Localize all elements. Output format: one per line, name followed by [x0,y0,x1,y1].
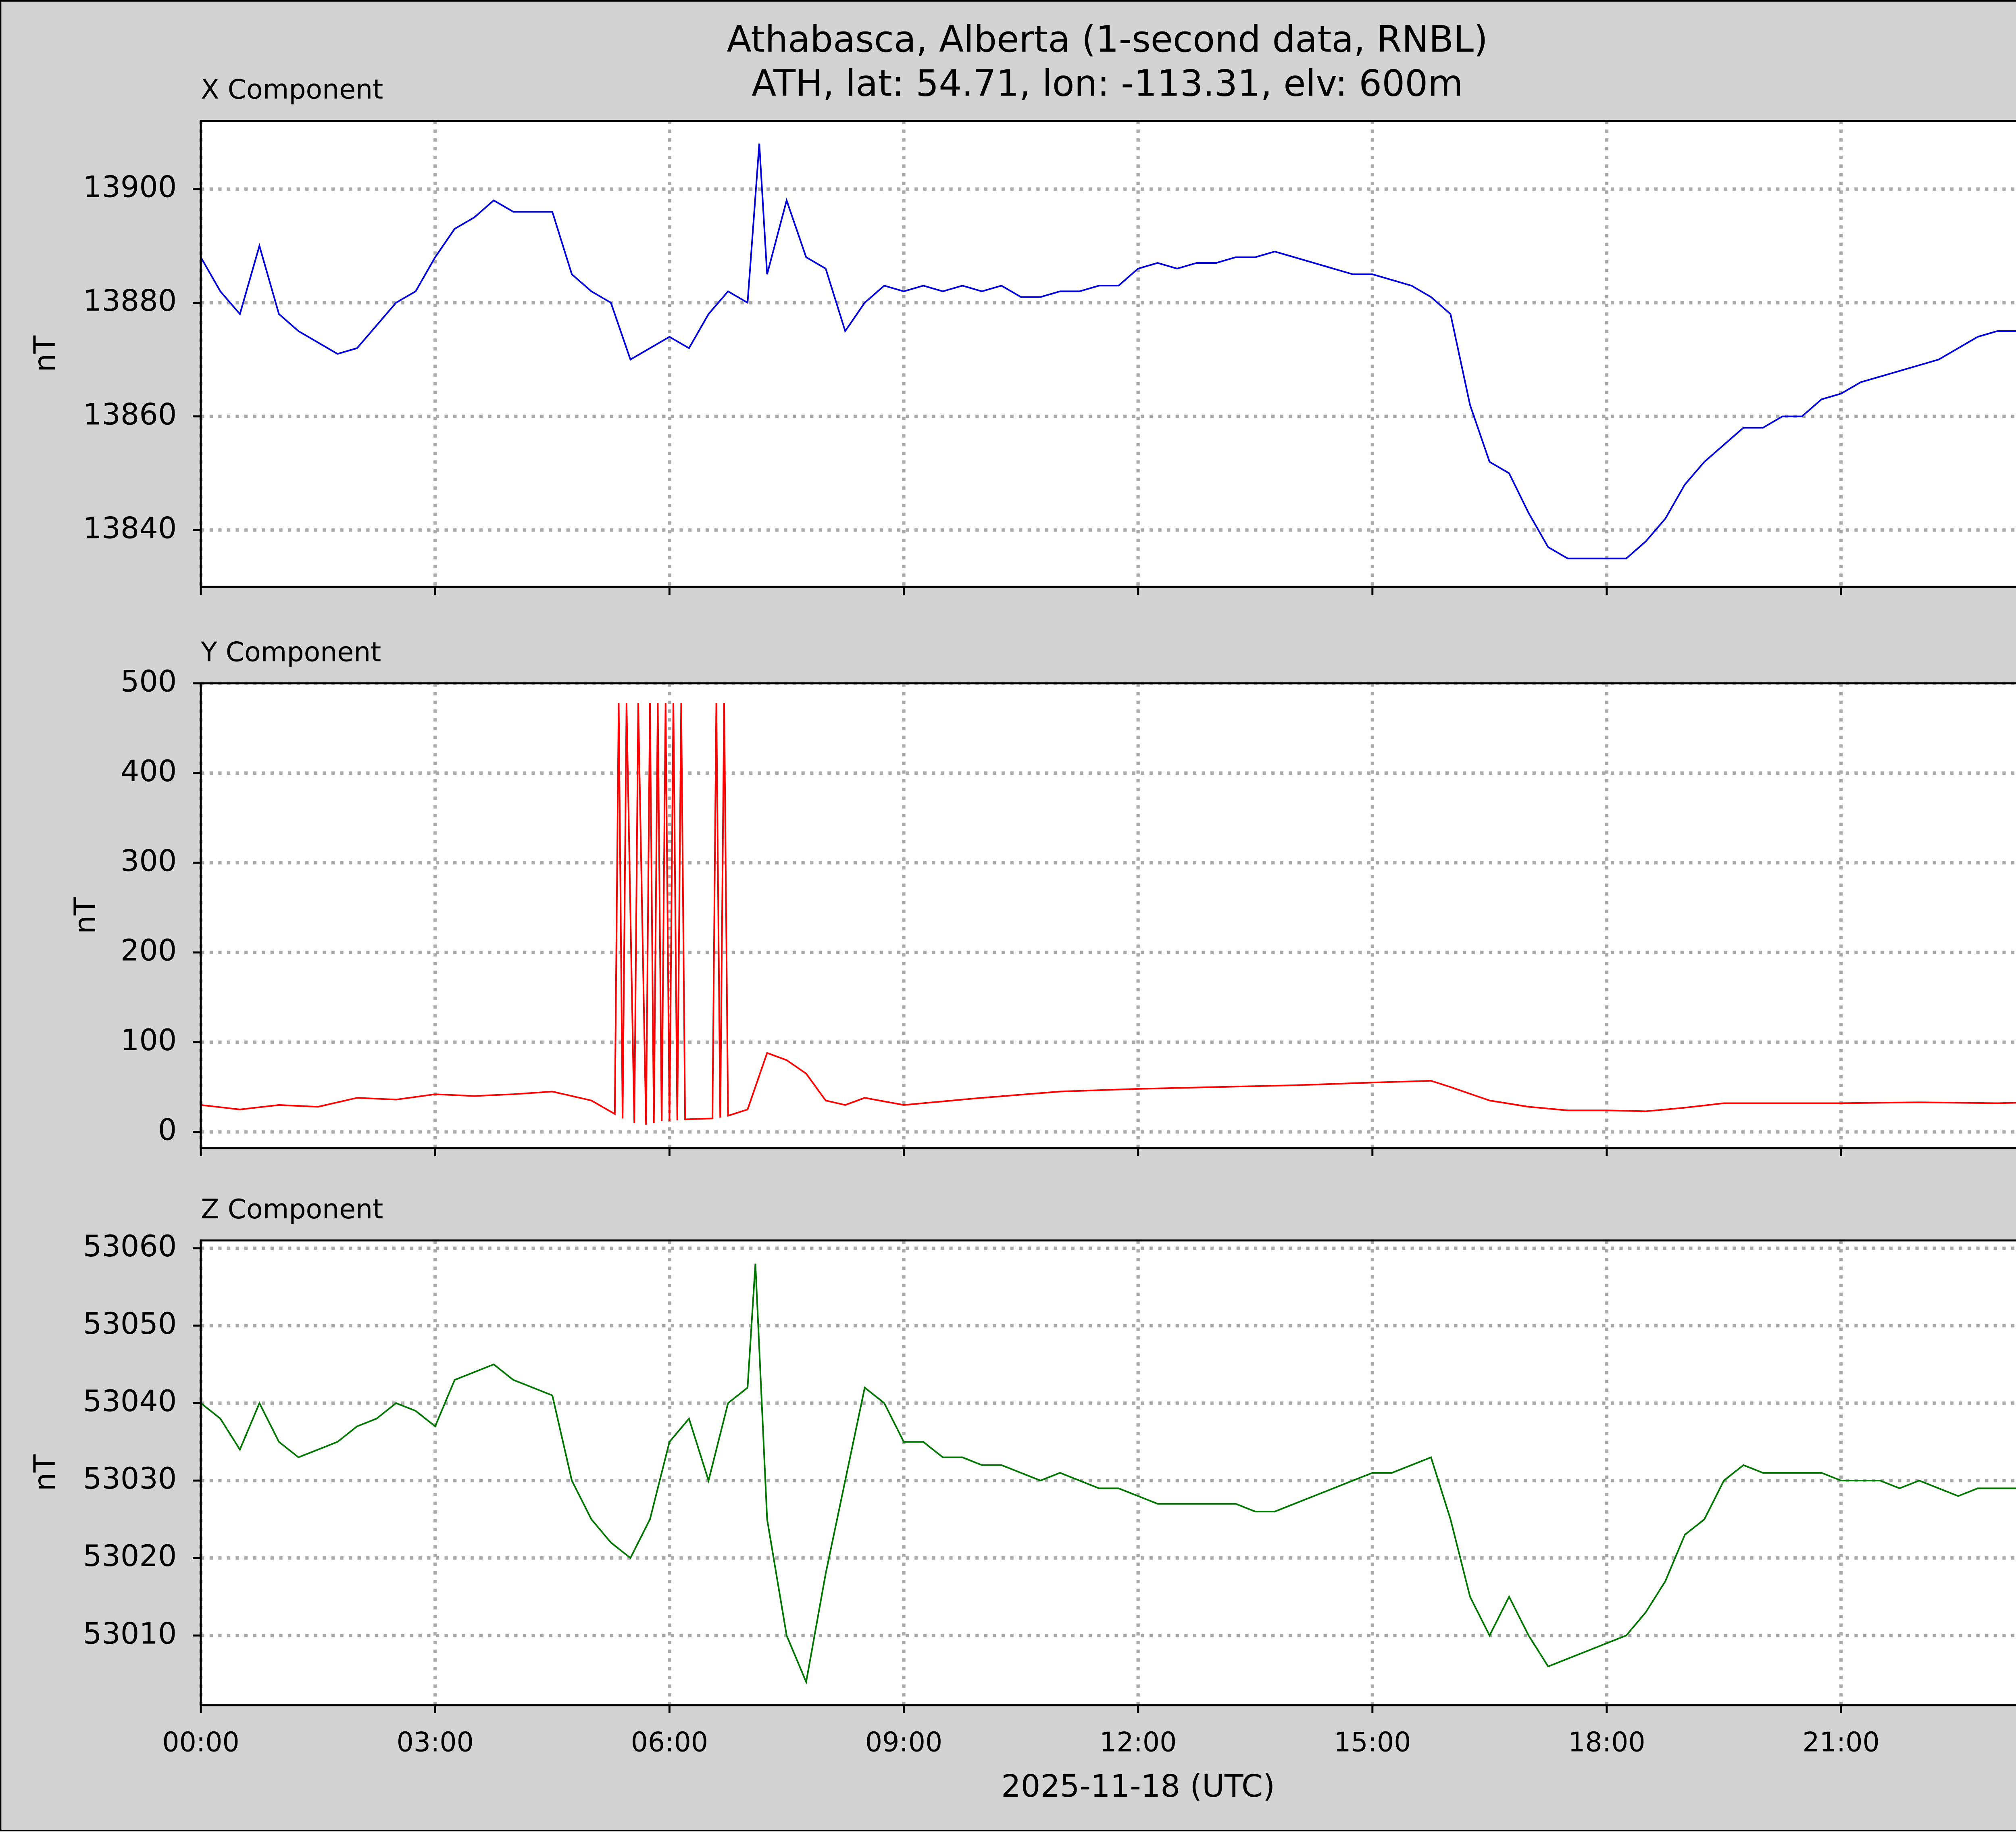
figure-subtitle: ATH, lat: 54.71, lon: -113.31, elv: 600m [752,63,1463,105]
x-tick-label: 03:00 [397,1726,474,1758]
data-line [201,1264,2016,1685]
plot-frame [200,682,2016,1149]
panel-title: Y Component [200,636,381,667]
y-tick-label: 53020 [83,1539,177,1573]
x-tick-label: 18:00 [1568,1726,1645,1758]
y-tick-label: 13840 [83,511,177,545]
plot-area [201,683,2016,1148]
y-tick-label: 53050 [83,1307,177,1341]
y-tick-label: 13880 [83,284,177,318]
figure-title: Athabasca, Alberta (1-second data, RNBL) [727,19,1488,60]
y-axis-label: nT [28,336,62,372]
y-tick-label: 13900 [83,170,177,204]
data-line [201,703,2016,1125]
y-tick-label: 53030 [83,1462,177,1496]
y-tick-label: 100 [121,1023,177,1057]
x-tick-label: 21:00 [1802,1726,1879,1758]
y-tick-label: 400 [121,754,177,788]
plot-frame [200,120,2016,588]
panel-title: Z Component [201,1193,383,1225]
x-tick-label: 06:00 [631,1726,708,1758]
y-tick-label: 300 [121,844,177,878]
y-tick-label: 53010 [83,1616,177,1651]
y-tick-label: 0 [158,1113,177,1147]
y-tick-label: 53040 [83,1384,177,1418]
plot-area [201,1240,2016,1706]
x-axis-label: 2025-11-18 (UTC) [1001,1768,1275,1804]
plot-area [201,121,2016,587]
y-tick-label: 200 [121,934,177,968]
y-axis-label: nT [28,1454,62,1491]
y-tick-label: 500 [121,664,177,699]
y-tick-label: 13860 [83,397,177,432]
data-line [201,143,2016,559]
plot-frame [200,1239,2016,1706]
y-axis-label: nT [68,897,102,934]
panel-title: X Component [201,74,383,105]
y-tick-label: 53060 [83,1229,177,1264]
x-tick-label: 15:00 [1334,1726,1411,1758]
x-tick-label: 00:00 [162,1726,239,1758]
x-tick-label: 09:00 [865,1726,942,1758]
x-tick-label: 12:00 [1100,1726,1177,1758]
